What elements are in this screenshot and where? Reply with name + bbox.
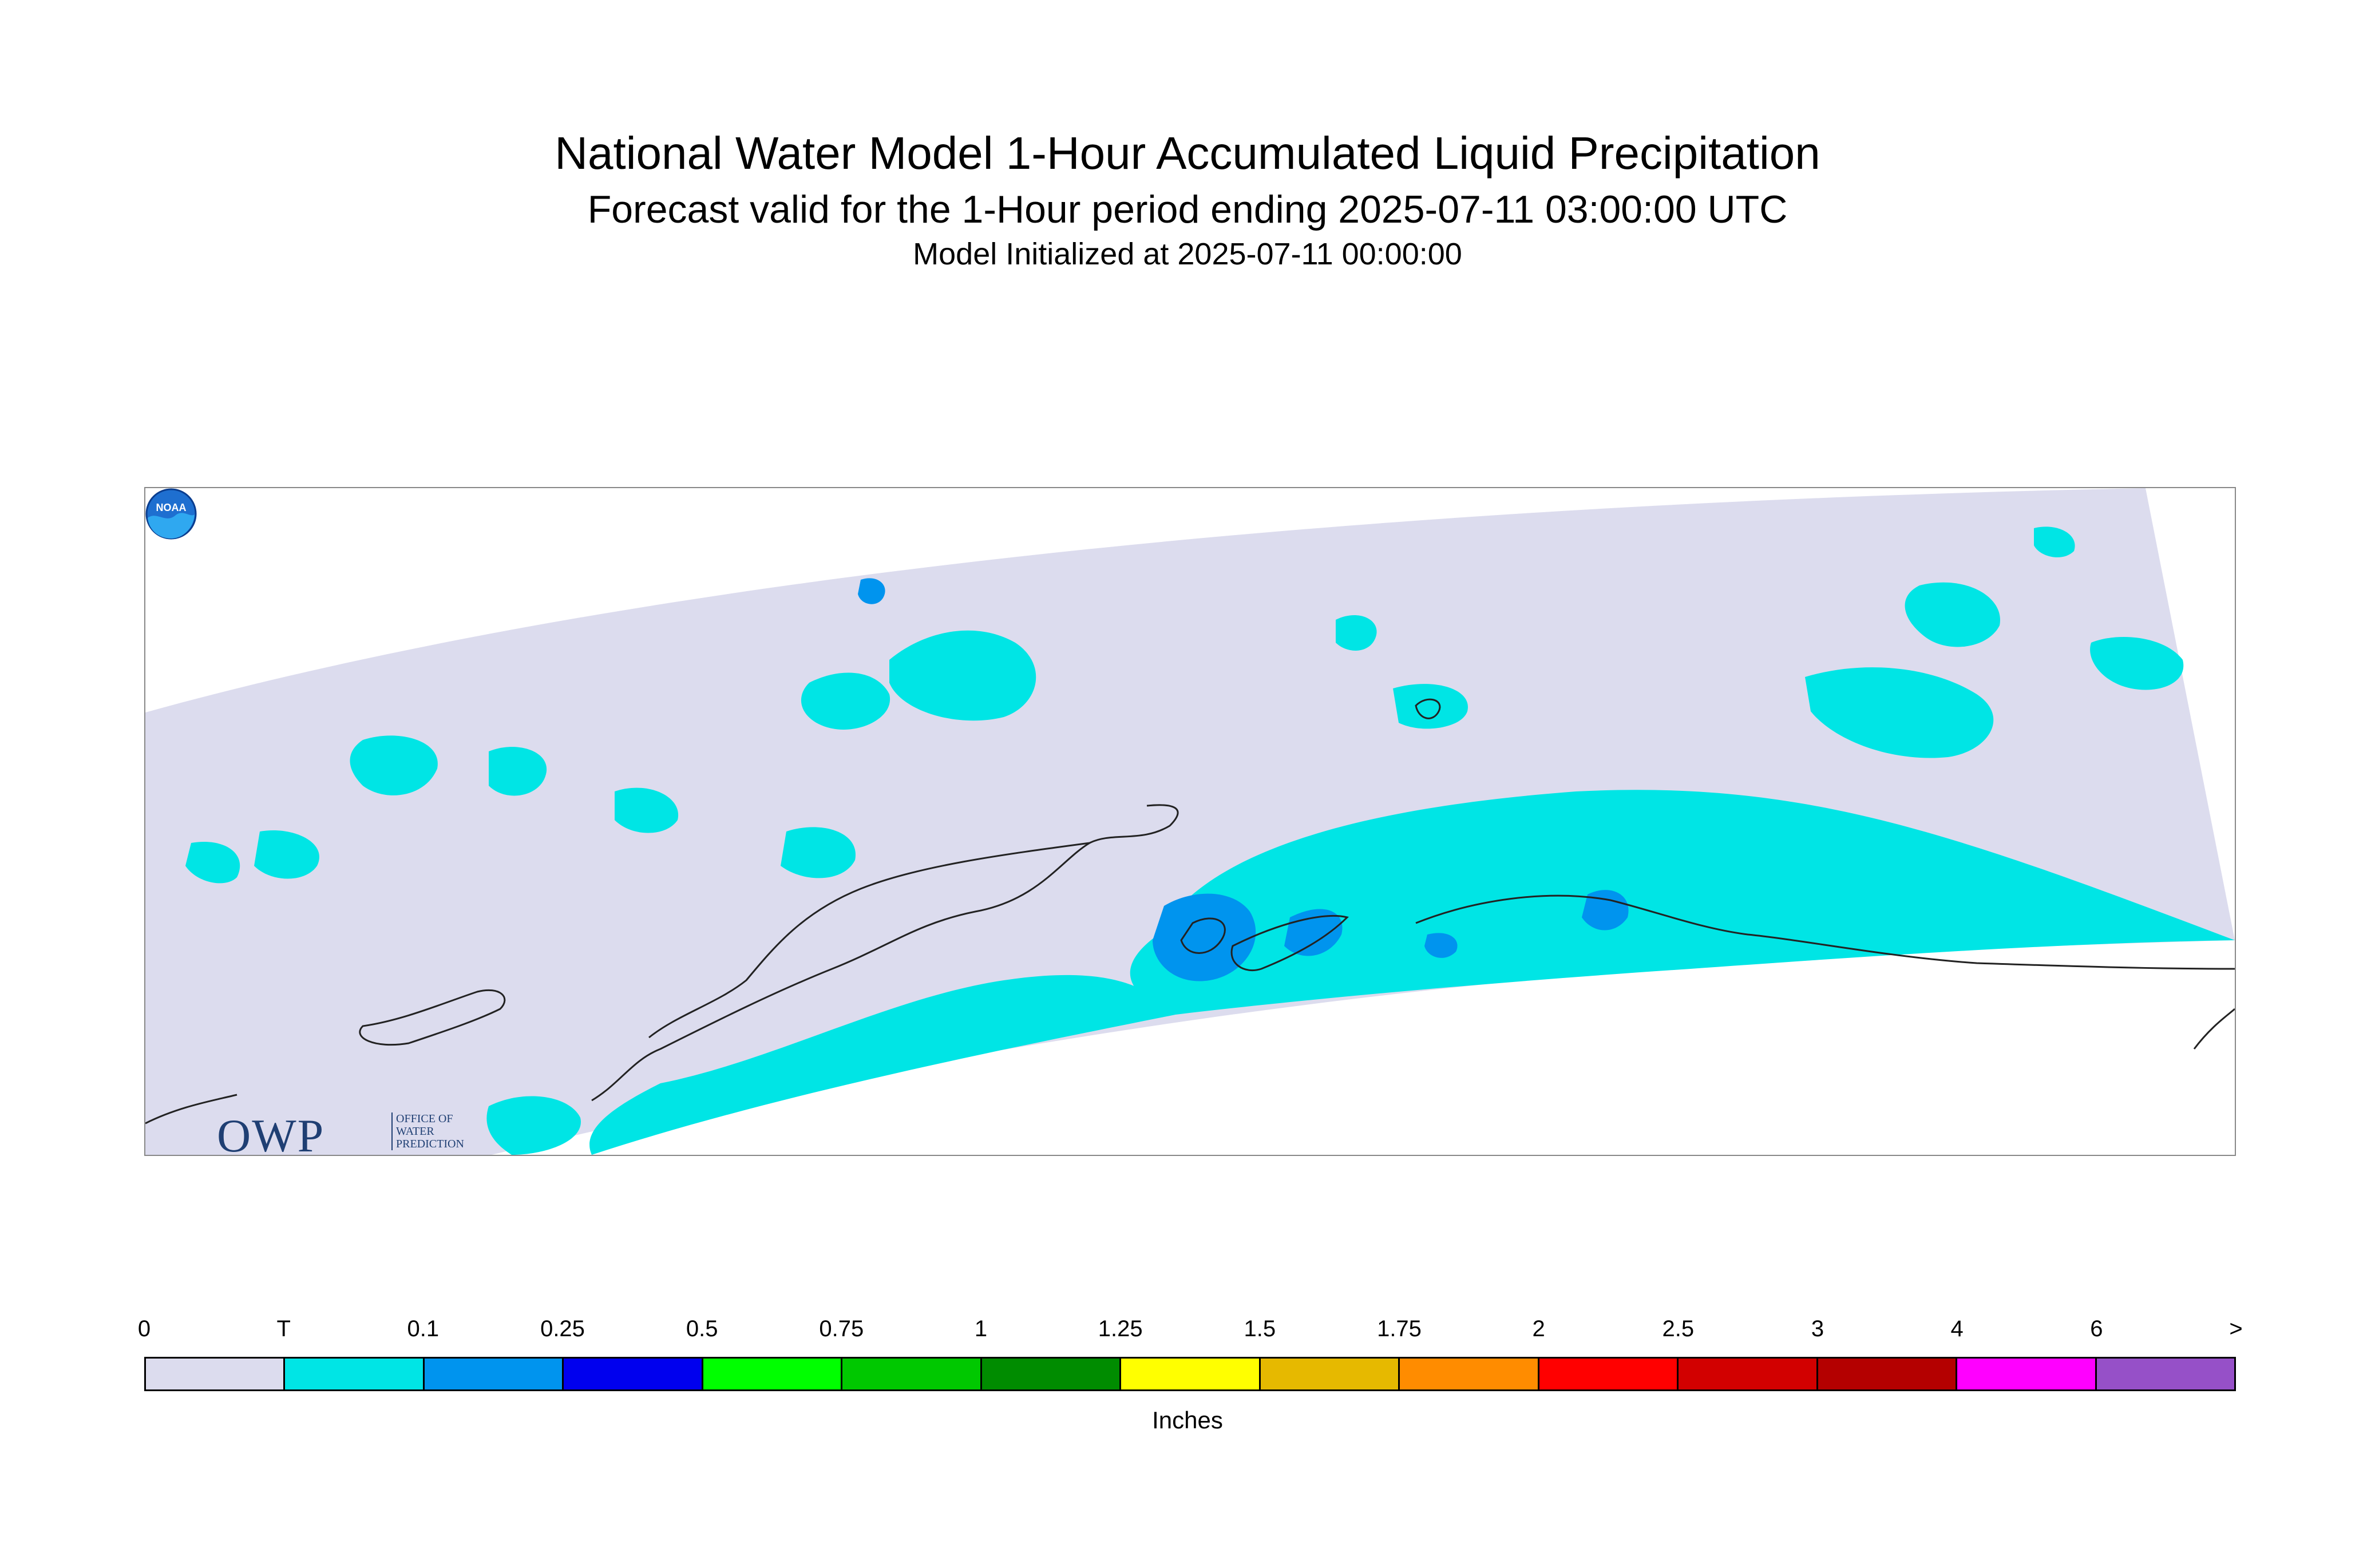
colorbar-segment: [1957, 1359, 2097, 1389]
noaa-logo-text: NOAA: [156, 502, 187, 513]
colorbar-tick-label: >: [2229, 1316, 2243, 1341]
colorbar-tick-label: 0.25: [540, 1316, 585, 1341]
colorbar-segment: [1121, 1359, 1261, 1389]
colorbar-segment: [1260, 1359, 1400, 1389]
colorbar-tick-label: 1.5: [1244, 1316, 1276, 1341]
map-canvas: [145, 488, 2235, 1155]
colorbar-segment: [1539, 1359, 1679, 1389]
owp-logo-text: OFFICE OF WATER PREDICTION: [391, 1112, 464, 1150]
coastlines: [145, 698, 2235, 1124]
owp-logo-letters: OWP: [217, 1110, 325, 1156]
colorbar-segment: [1679, 1359, 1818, 1389]
colorbar-tick-label: 2: [1532, 1316, 1545, 1341]
colorbar-segment: [2096, 1359, 2235, 1389]
map-title: National Water Model 1-Hour Accumulated …: [555, 128, 1820, 179]
trace-precip-regions: [185, 526, 2235, 1155]
colorbar-tick-label: 0: [137, 1316, 151, 1341]
colorbar-tick-label: 1.75: [1377, 1316, 1422, 1341]
colorbar-segment: [1400, 1359, 1539, 1389]
colorbar-segment: [146, 1359, 286, 1389]
colorbar-tick-label: 6: [2090, 1316, 2103, 1341]
colorbar-tick-label: 0.5: [686, 1316, 718, 1341]
colorbar-tick-label: 1: [974, 1316, 988, 1341]
noaa-logo: NOAA: [145, 488, 197, 540]
colorbar-segment: [981, 1359, 1122, 1389]
map-subtitle: Forecast valid for the 1-Hour period end…: [587, 188, 1788, 231]
colorbar-tick-label: 2.5: [1662, 1316, 1695, 1341]
colorbar-tick-label: 1.25: [1098, 1316, 1143, 1341]
colorbar-tick-label: 0.75: [819, 1316, 864, 1341]
precipitation-map: OWP OFFICE OF WATER PREDICTION NOAA: [144, 487, 2236, 1156]
colorbar-segment: [424, 1359, 564, 1389]
colorbar-segment: [285, 1359, 425, 1389]
colorbar-tick-label: 0.1: [407, 1316, 440, 1341]
colorbar-tick-label: 3: [1811, 1316, 1824, 1341]
colorbar-segment: [842, 1359, 982, 1389]
model-init-time: Model Initialized at 2025-07-11 00:00:00: [913, 237, 1462, 271]
colorbar-segment: [1818, 1359, 1958, 1389]
colorbar-segment: [703, 1359, 843, 1389]
light-precip-regions: [858, 578, 1629, 981]
colorbar-segment: [564, 1359, 703, 1389]
model-domain-area: [145, 488, 2235, 1155]
precip-colorbar: [144, 1357, 2236, 1391]
colorbar-tick-label: 4: [1950, 1316, 1964, 1341]
colorbar-tick-label: T: [276, 1316, 291, 1341]
colorbar-units: Inches: [1152, 1407, 1223, 1434]
